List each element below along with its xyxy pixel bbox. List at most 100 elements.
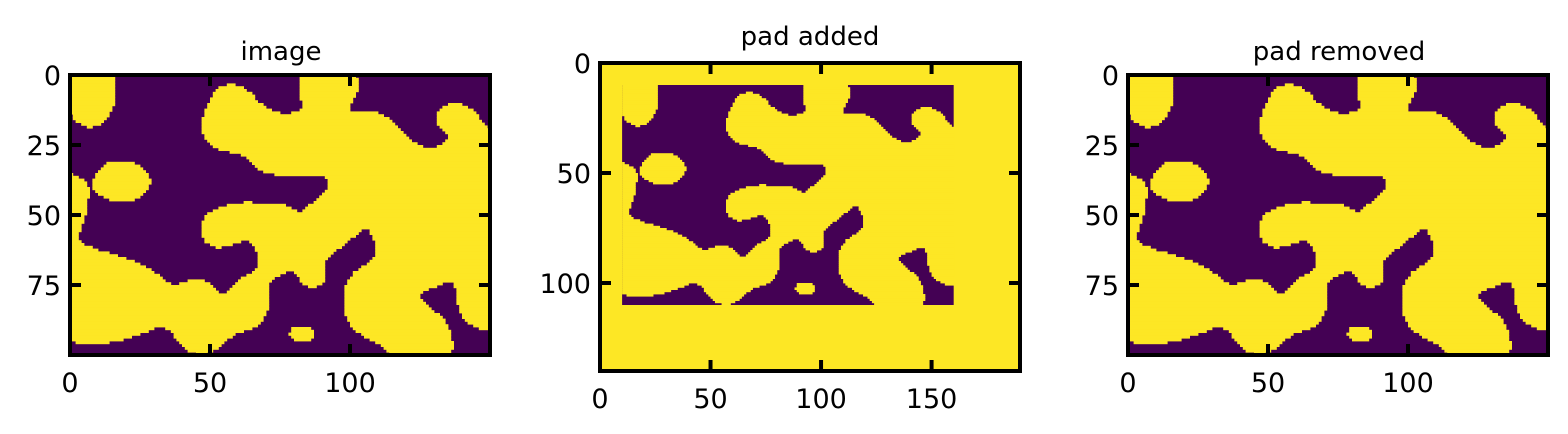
heatmap-cell-run [803,98,848,101]
heatmap-cell-run [1410,327,1507,331]
heatmap-cell-run [75,341,110,345]
heatmap-cell-run [1506,136,1549,140]
heatmap-cell-run [184,346,219,350]
heatmap-cell-run [1385,178,1549,182]
heatmap-cell-run [936,278,955,282]
heatmap-cell-run [622,228,667,231]
heatmap-cell-run [70,276,163,280]
heatmap-cell-run [818,179,955,183]
heatmap-cell-run [801,241,824,244]
heatmap-cell-run [238,279,272,283]
panel-pad-added: pad added 0 50 100 150 0 50 100 [539,22,1022,415]
heatmap-cell-run [840,247,917,251]
heatmap-cell-run [728,131,888,134]
heatmap-cell-run [622,190,636,194]
heatmap-cell-run [1315,257,1386,261]
heatmap-cell-run [1503,139,1549,143]
heatmap-cell-run [726,206,853,209]
heatmap-cell-run [436,111,477,115]
heatmap-cell-run [291,335,314,339]
heatmap-cell-run [1307,159,1549,163]
heatmap-cell-run [467,321,491,325]
heatmap-cell-run [352,273,491,277]
heatmap-cell-run [648,155,678,158]
heatmap-cell-run [70,254,118,258]
heatmap-cell-run [1357,91,1414,95]
heatmap-cell-run [92,187,149,191]
heatmap-cell-run [1293,282,1328,286]
x-tick-label: 50 [693,384,727,415]
heatmap-cell-run [763,151,955,154]
heatmap-cell-run [70,265,146,269]
heatmap-cell-run [622,250,736,253]
heatmap-cell-run [1433,245,1549,249]
heatmap-cell-run [823,164,955,167]
heatmap-cell-run [296,273,326,277]
heatmap-cell-run [763,214,842,218]
heatmap-cell-run [210,142,418,146]
heatmap-cell-run [1433,240,1549,244]
heatmap-cell-run [308,285,317,289]
heatmap-cell-run [204,240,242,244]
heatmap-cell-run [838,269,910,273]
heatmap-cell-run [874,302,924,306]
heatmap-cell-run [257,254,331,258]
heatmap-cell-run [863,294,926,297]
heatmap-cell-run [70,315,264,319]
heatmap-cell-run [372,237,491,241]
heatmap-cell-run [622,166,634,169]
heatmap-cell-run [1312,248,1395,252]
heatmap-cell-run [622,98,658,101]
heatmap-cell-run [703,289,751,293]
heatmap-cell-run [1128,257,1185,261]
heatmap-cell-run [249,159,491,163]
heatmap-cell-run [70,271,155,275]
heatmap-cell-run [453,282,491,286]
heatmap-cell-run [70,262,141,266]
heatmap-cell-run [622,177,638,180]
heatmap-cell-run [626,120,650,123]
heatmap-cell-run [924,250,955,253]
heatmap-cell-run [622,269,778,273]
heatmap-cell-run [1497,125,1546,129]
heatmap-cell-run [1525,321,1549,325]
heatmap-cell-run [622,188,636,191]
heatmap-cell-run [1259,131,1462,135]
heatmap-cell-run [622,91,658,95]
x-tick-label: 100 [1382,368,1434,399]
heatmap-cell-run [70,184,88,188]
heatmap-cell-run [1128,229,1140,233]
heatmap-cell-run [624,118,652,121]
heatmap-cell-run [70,237,79,241]
heatmap-cell-run [770,225,829,229]
panel-image: image 0 50 100 0 25 50 75 [27,37,492,399]
heatmap-cell-run [1153,175,1207,179]
heatmap-cell-run [254,245,342,249]
heatmap-cell-run [774,159,955,163]
heatmap-cell-run [1332,173,1549,177]
heatmap-cell-run [294,271,326,275]
heatmap-cell-run [252,271,286,275]
heatmap-cell-run [728,212,844,216]
heatmap-cell-run [1161,164,1199,168]
heatmap-cell-run [1156,170,1204,174]
heatmap-cell-run [347,282,443,286]
heatmap-cell-run [726,208,851,211]
heatmap-cell-run [1128,332,1199,336]
heatmap-cell-run [726,203,955,207]
heatmap-cell-run [924,247,955,251]
heatmap-cell-run [70,206,88,210]
heatmap-cell-run [1405,279,1549,283]
heatmap-cell-run [364,335,452,339]
heatmap-cell-run [732,102,769,106]
heatmap-cell-run [70,189,90,193]
heatmap-cell-run [1164,161,1193,165]
heatmap-cell-run [1321,170,1549,174]
heatmap-cell-run [204,111,281,115]
heatmap-cell-run [70,257,127,261]
heatmap-cell-run [728,111,782,114]
heatmap-cell-run [703,287,753,290]
heatmap-cell-run [106,161,135,165]
heatmap-cell-run [254,248,337,252]
heatmap-cell-run [478,327,491,331]
